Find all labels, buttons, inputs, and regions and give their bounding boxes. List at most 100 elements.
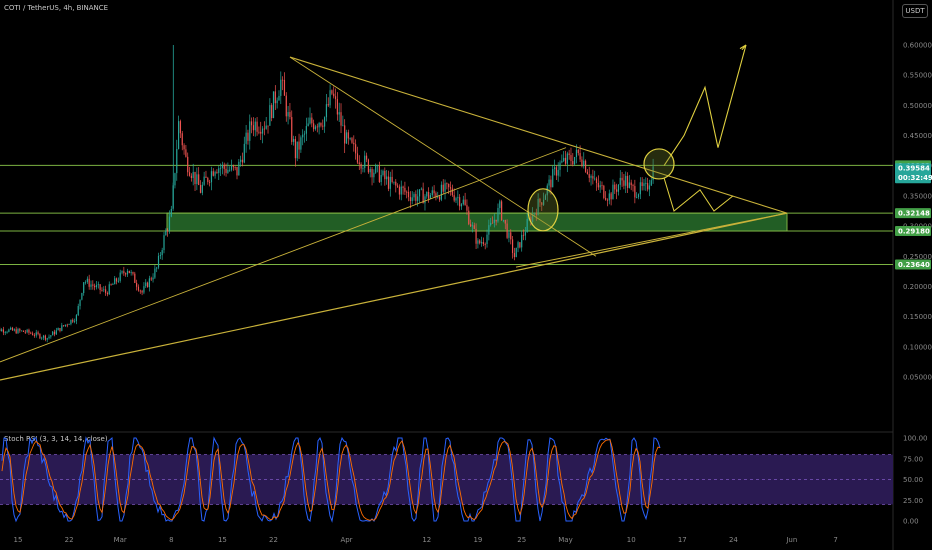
- price-tick-label: 0.05000: [903, 374, 932, 382]
- candle-body: [382, 170, 384, 175]
- candle-body: [422, 188, 424, 204]
- candle-body: [433, 190, 435, 194]
- candle-body: [190, 175, 192, 179]
- candle-body: [128, 270, 130, 274]
- candle-body: [338, 112, 340, 115]
- candle-body: [524, 232, 526, 236]
- currency-button[interactable]: USDT: [902, 4, 928, 18]
- candle-body: [141, 290, 143, 293]
- candle-body: [126, 270, 129, 275]
- candle-body: [471, 225, 474, 227]
- candle-body: [459, 197, 461, 207]
- candle-body: [535, 212, 537, 215]
- candle-body: [555, 167, 557, 176]
- candle-body: [444, 183, 446, 192]
- candle-body: [356, 153, 359, 163]
- time-tick-label: 22: [65, 536, 74, 544]
- candle-body: [187, 156, 189, 173]
- candle-body: [35, 332, 37, 336]
- candle-body: [342, 125, 344, 127]
- price-label-badge: [895, 226, 931, 237]
- time-tick-label: 17: [678, 536, 687, 544]
- candle-body: [628, 182, 630, 188]
- candle-body: [539, 199, 541, 203]
- candle-body: [145, 282, 147, 287]
- candle-body: [230, 165, 233, 170]
- candle-body: [114, 278, 116, 285]
- candle-body: [22, 330, 25, 332]
- candle-body: [303, 133, 306, 135]
- candle-body: [123, 271, 125, 274]
- candle-body: [232, 165, 234, 167]
- breakout-circle: [643, 148, 675, 180]
- candle-body: [148, 278, 150, 288]
- candle-body: [595, 178, 598, 183]
- candle-body: [532, 213, 534, 222]
- candle-body: [24, 331, 26, 333]
- candle-body: [413, 194, 415, 198]
- candle-body: [584, 160, 587, 172]
- candle-body: [424, 196, 426, 204]
- time-tick-label: May: [558, 536, 572, 544]
- countdown-text: 00:32:49: [898, 174, 932, 182]
- candle-body: [325, 104, 328, 118]
- candle-body: [267, 125, 269, 127]
- candle-body: [318, 123, 320, 128]
- candle-body: [300, 137, 302, 150]
- candle-body: [543, 199, 545, 205]
- candle-body: [550, 179, 552, 188]
- candle-body: [282, 79, 284, 81]
- candle-body: [395, 181, 397, 186]
- candle-body: [393, 181, 395, 183]
- candle-body: [95, 284, 98, 288]
- candle-body: [170, 208, 172, 217]
- candle-body: [223, 164, 225, 169]
- price-label-badge: [895, 163, 931, 184]
- candle-body: [39, 333, 41, 339]
- time-tick-label: 22: [269, 536, 278, 544]
- candle-body: [521, 234, 523, 248]
- candle-body: [88, 278, 90, 287]
- candle-body: [103, 289, 105, 291]
- candle-body: [21, 330, 23, 332]
- candle-body: [32, 333, 34, 336]
- candle-body: [245, 132, 247, 144]
- candle-body: [588, 174, 590, 178]
- support-zone: [166, 212, 788, 232]
- candle-body: [143, 286, 145, 293]
- candle-body: [566, 153, 568, 164]
- candle-body: [608, 193, 610, 201]
- rsi-tick-label: 75.00: [903, 455, 923, 463]
- candle-body: [154, 268, 156, 278]
- time-tick-label: 25: [517, 536, 526, 544]
- candle-body: [530, 216, 532, 222]
- candle-body: [101, 289, 103, 291]
- candle-body: [428, 192, 430, 199]
- candle-body: [263, 128, 265, 130]
- candle-body: [623, 180, 625, 186]
- candle-body: [645, 183, 647, 184]
- candle-body: [484, 244, 486, 245]
- candle-body: [261, 128, 264, 134]
- candle-body: [533, 212, 536, 214]
- candle-body: [464, 199, 466, 206]
- candle-body: [404, 187, 406, 192]
- candle-body: [417, 196, 419, 201]
- rsi-tick-label: 0.00: [903, 518, 919, 526]
- candle-body: [548, 179, 550, 186]
- candle-body: [510, 232, 512, 240]
- ascending-support-line: [515, 212, 788, 268]
- candle-body: [240, 159, 242, 162]
- candle-body: [115, 278, 118, 282]
- candle-body: [313, 123, 315, 130]
- candle-body: [490, 222, 492, 226]
- candle-body: [83, 282, 85, 294]
- candle-body: [125, 273, 127, 275]
- candle-body: [614, 184, 616, 190]
- time-tick-label: Apr: [340, 536, 352, 544]
- candle-body: [61, 325, 63, 331]
- candle-body: [174, 173, 176, 186]
- candle-body: [99, 284, 101, 290]
- candle-body: [26, 329, 28, 333]
